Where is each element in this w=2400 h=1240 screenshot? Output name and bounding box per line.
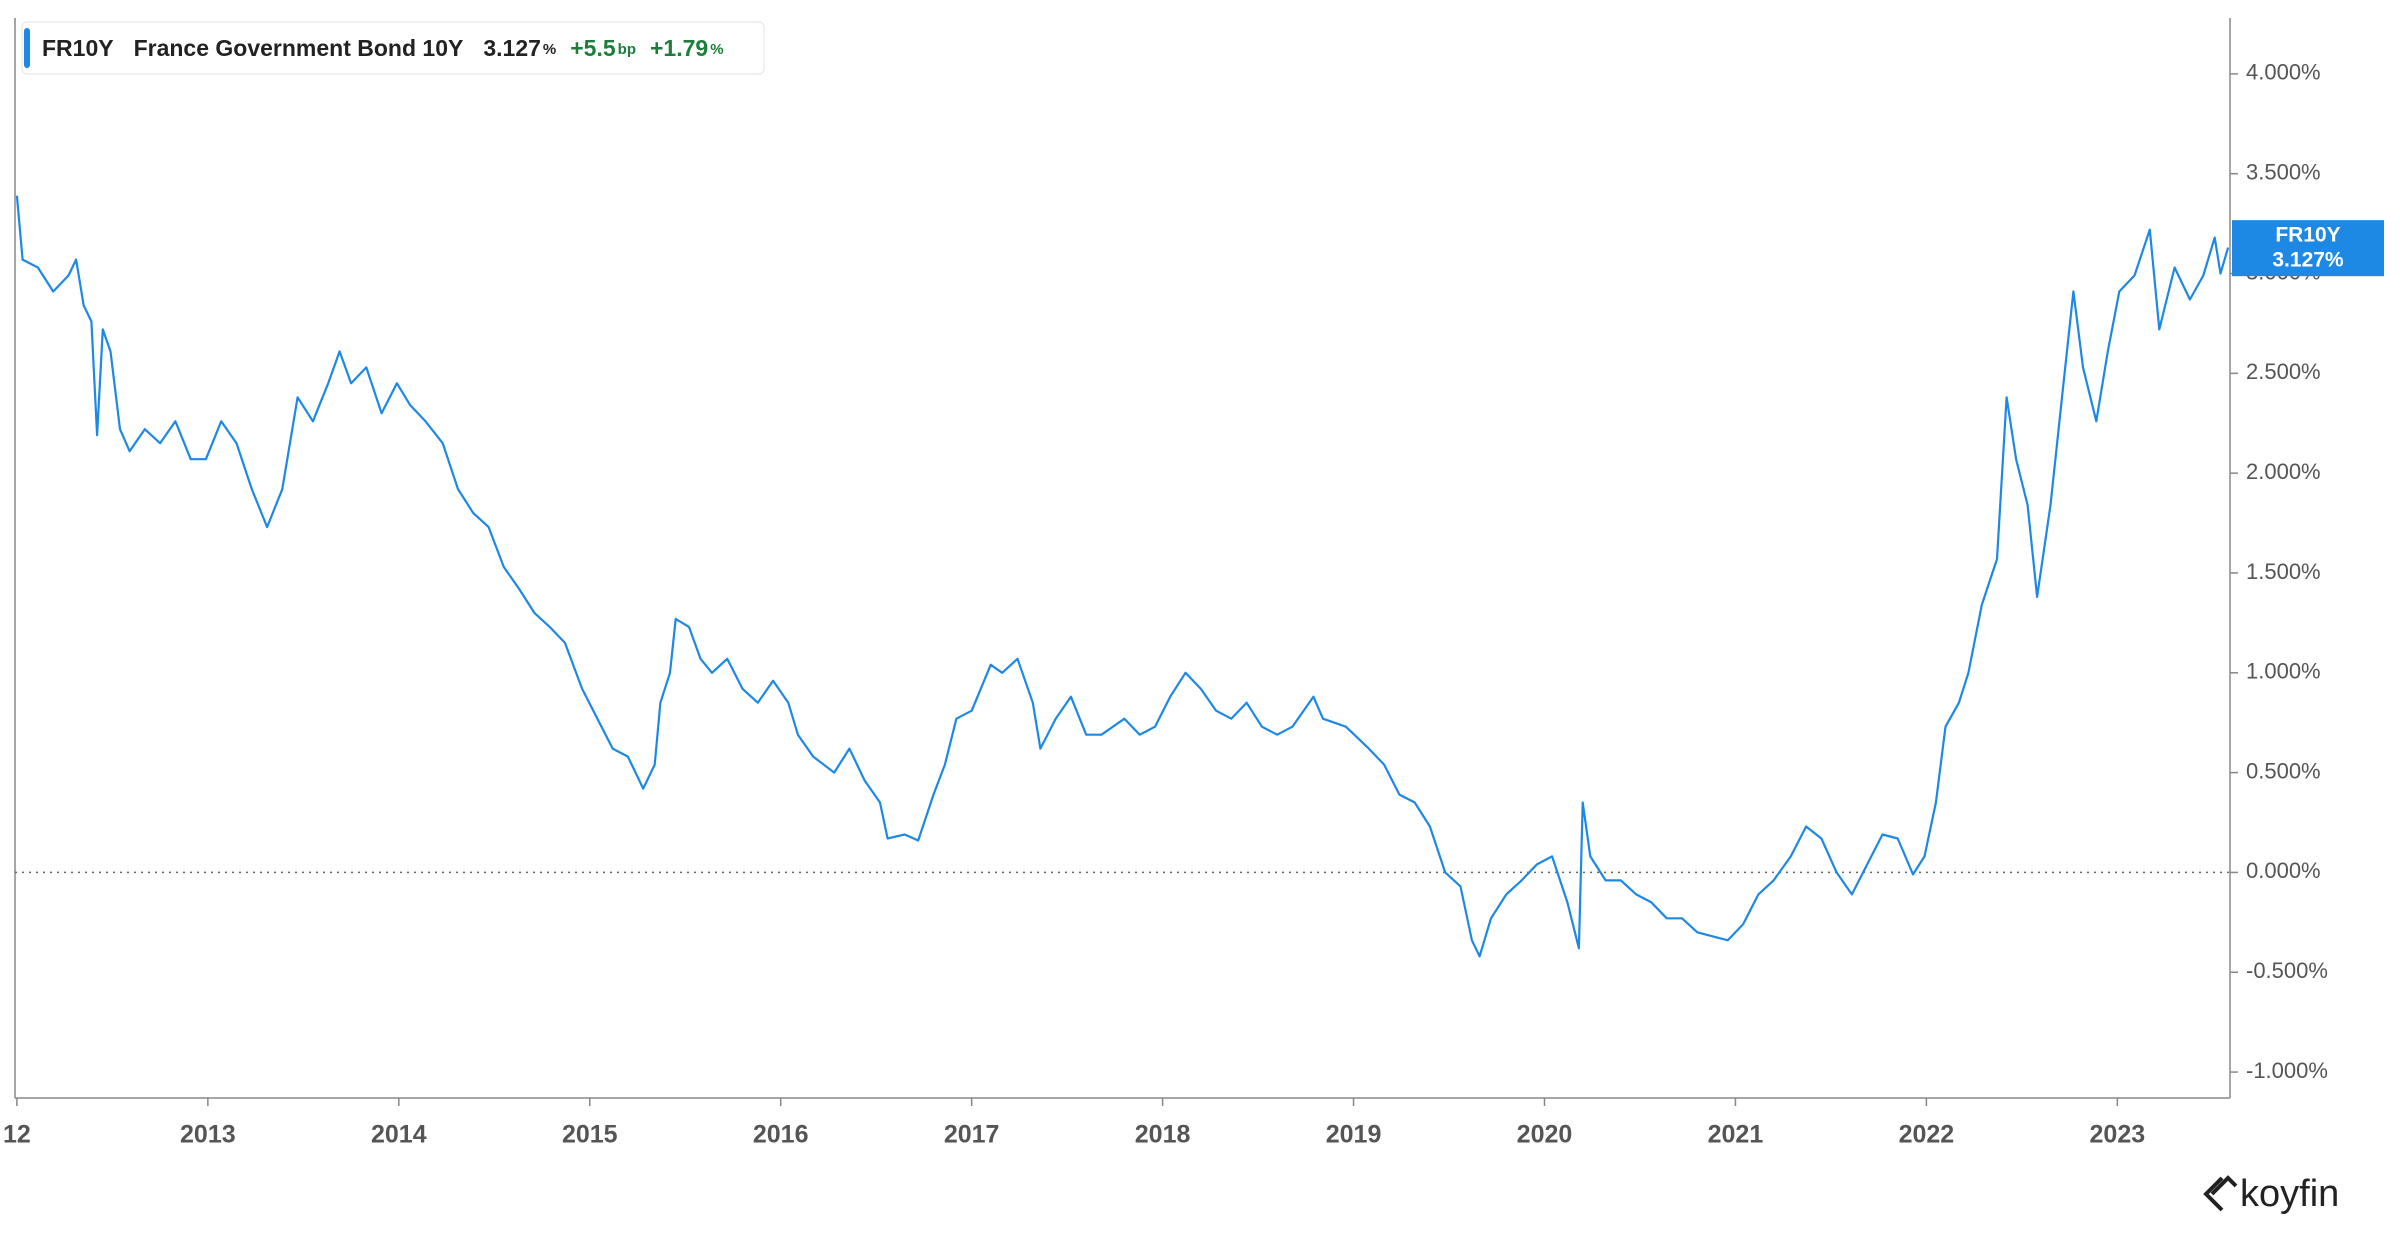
x-tick-label: 12	[3, 1121, 31, 1149]
x-tick-label: 2013	[180, 1121, 236, 1149]
change: +5.5	[570, 35, 616, 61]
y-tick-label: 2.000%	[2246, 459, 2321, 484]
price: 3.127	[483, 35, 541, 61]
y-tick-label: 1.500%	[2246, 559, 2321, 584]
brand: koyfin	[2203, 1173, 2339, 1215]
change-pct-unit: %	[710, 41, 723, 58]
y-tick-label: 3.500%	[2246, 160, 2321, 185]
instrument-name: France Government Bond 10Y	[134, 35, 464, 61]
x-tick-label: 2014	[371, 1121, 427, 1149]
y-tick-label: 2.500%	[2246, 359, 2321, 384]
badge-value: 3.127%	[2272, 249, 2344, 272]
x-tick-label: 2022	[1899, 1121, 1955, 1149]
last-value-badge	[2232, 220, 2384, 277]
brand-icon	[2203, 1175, 2238, 1212]
x-tick-label: 2016	[753, 1121, 809, 1149]
header-box	[21, 21, 765, 75]
x-tick-label: 2021	[1708, 1121, 1764, 1149]
y-tick-label: -0.500%	[2246, 958, 2328, 983]
change-unit: bp	[618, 41, 636, 58]
brand-name: koyfin	[2240, 1173, 2339, 1215]
y-tick-label: 0.000%	[2246, 858, 2321, 883]
y-tick-label: -1.000%	[2246, 1058, 2328, 1083]
price-unit: %	[543, 41, 556, 58]
badge-series-name: FR10Y	[2275, 224, 2340, 247]
x-tick-label: 2015	[562, 1121, 618, 1149]
x-tick-label: 2023	[2090, 1121, 2146, 1149]
x-tick-label: 2017	[944, 1121, 1000, 1149]
change-pct: +1.79	[650, 35, 708, 61]
header: FR10Y France Government Bond 10Y 3.127% +5.…	[21, 21, 765, 75]
header-text: FR10Y France Government Bond 10Y 3.127% +5.…	[42, 35, 724, 61]
x-tick-label: 2018	[1135, 1121, 1191, 1149]
header-accent	[24, 28, 30, 68]
series-line	[15, 195, 2230, 958]
y-tick-label: 1.000%	[2246, 659, 2321, 684]
y-tick-label: 4.000%	[2246, 60, 2321, 85]
y-tick-label: 0.500%	[2246, 758, 2321, 783]
x-tick-label: 2019	[1326, 1121, 1382, 1149]
ticker: FR10Y	[42, 35, 114, 61]
x-tick-label: 2020	[1517, 1121, 1573, 1149]
